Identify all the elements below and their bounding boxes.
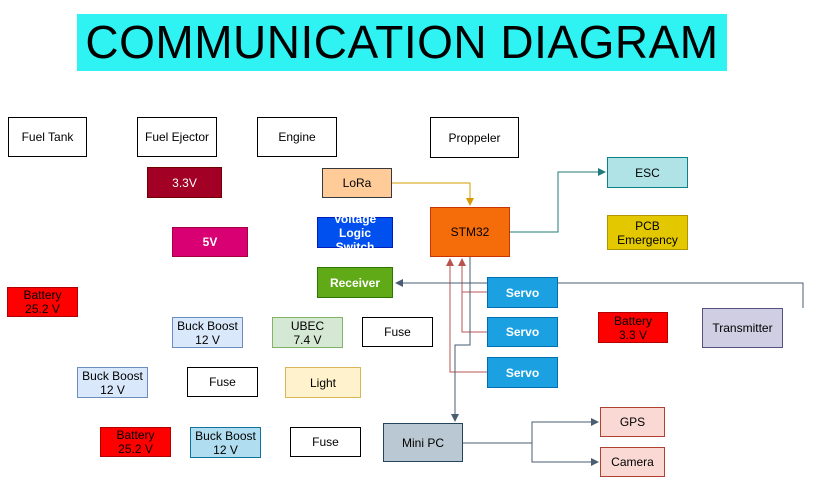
- stm32-node: STM32: [430, 207, 510, 257]
- proppeler-node: Proppeler: [430, 117, 519, 158]
- esc-node: ESC: [607, 157, 688, 188]
- 5v-node: 5V: [172, 227, 248, 257]
- servo-node-3: Servo: [487, 357, 558, 388]
- pcb-emergency-node: PCB Emergency: [607, 215, 688, 250]
- battery-3-3v-node: Battery 3.3 V: [598, 312, 668, 343]
- servo-node-2: Servo: [487, 317, 558, 347]
- connector-stm32-minipc: [451, 257, 471, 422]
- connector-servo1-stm32: [458, 258, 487, 293]
- connector-lora-stm32: [392, 182, 474, 206]
- battery-25-2v-node-a: Battery 25.2 V: [7, 287, 78, 317]
- buck-boost-node-3: Buck Boost 12 V: [190, 427, 261, 458]
- connector-minipc-gps: [463, 418, 599, 444]
- connector-servo2-stm32: [461, 292, 487, 333]
- buck-boost-node-2: Buck Boost 12 V: [77, 367, 148, 398]
- servo-node-1: Servo: [487, 277, 558, 308]
- fuel-ejector-node: Fuel Ejector: [137, 117, 217, 157]
- engine-node: Engine: [257, 117, 337, 157]
- gps-node: GPS: [600, 407, 665, 437]
- fuse-node-2: Fuse: [187, 367, 258, 397]
- diagram-title: COMMUNICATION DIAGRAM: [77, 14, 727, 71]
- camera-node: Camera: [600, 447, 665, 477]
- light-node: Light: [285, 367, 361, 398]
- 3-3v-node: 3.3V: [147, 167, 222, 198]
- receiver-node: Receiver: [317, 267, 393, 298]
- lora-node: LoRa: [322, 168, 392, 198]
- battery-25-2v-node-b: Battery 25.2 V: [100, 427, 171, 457]
- connector-transmitter-receiver: [395, 279, 804, 308]
- ubec-node: UBEC 7.4 V: [272, 317, 343, 348]
- buck-boost-node-1: Buck Boost 12 V: [172, 317, 243, 348]
- connector-minipc-camera: [531, 443, 599, 466]
- voltage-logic-switch-node: Voltage Logic Switch: [317, 212, 393, 254]
- mini-pc-node: Mini PC: [383, 423, 463, 462]
- connector-stm32-esc: [510, 168, 606, 233]
- fuse-node-3: Fuse: [290, 427, 361, 457]
- fuel-tank-node: Fuel Tank: [8, 117, 87, 157]
- transmitter-node: Transmitter: [702, 308, 783, 348]
- connector-servo3-stm32: [446, 258, 487, 373]
- fuse-node-1: Fuse: [362, 317, 433, 347]
